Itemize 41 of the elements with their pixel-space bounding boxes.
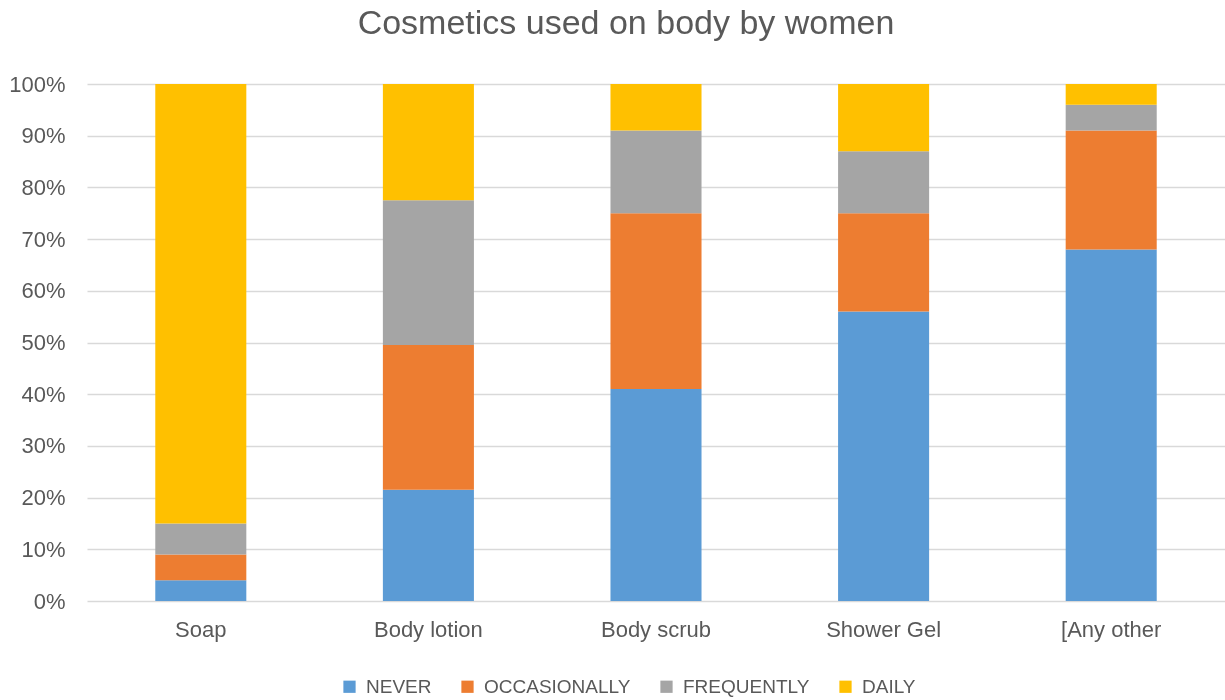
bar xyxy=(1065,84,1157,105)
y-tick-label: 40% xyxy=(21,381,66,407)
legend-label: FREQUENTLY xyxy=(683,675,810,697)
bar xyxy=(838,213,930,312)
y-tick-label: 30% xyxy=(21,433,66,459)
bar xyxy=(155,580,247,601)
legend-label: OCCASIONALLY xyxy=(484,675,631,697)
x-tick-label: Body scrub xyxy=(600,616,712,642)
y-tick-label: 80% xyxy=(21,174,66,200)
bar xyxy=(155,84,247,524)
y-tick-label: 0% xyxy=(33,588,66,614)
chart-title: Cosmetics used on body by women xyxy=(357,3,895,41)
bar xyxy=(610,130,702,214)
y-tick-label: 10% xyxy=(21,536,66,562)
x-tick-label: [Any other xyxy=(1061,616,1162,642)
bar xyxy=(610,389,702,601)
bar xyxy=(610,84,702,131)
bar xyxy=(1065,130,1157,250)
x-tick-label: Shower Gel xyxy=(826,616,942,642)
bar xyxy=(610,213,702,390)
bar xyxy=(838,311,930,601)
y-tick-label: 70% xyxy=(21,226,66,252)
y-tick-label: 50% xyxy=(21,330,66,355)
bar xyxy=(382,345,474,490)
legend-label: DAILY xyxy=(862,675,916,697)
legend-label: NEVER xyxy=(366,675,432,697)
bar xyxy=(838,84,930,152)
bar xyxy=(155,554,247,581)
y-tick-label: 90% xyxy=(21,123,66,149)
bar xyxy=(1065,104,1157,131)
x-tick-label: Body lotion xyxy=(373,616,483,642)
bar xyxy=(382,84,474,201)
y-tick-label: 20% xyxy=(21,485,66,511)
x-tick-label: Soap xyxy=(175,616,227,642)
y-tick-label: 60% xyxy=(21,278,66,304)
bar xyxy=(1065,249,1157,601)
bar xyxy=(838,151,930,214)
y-tick-label: 100% xyxy=(9,71,66,97)
bar xyxy=(155,523,247,555)
bar xyxy=(382,489,474,601)
bar xyxy=(382,200,474,346)
